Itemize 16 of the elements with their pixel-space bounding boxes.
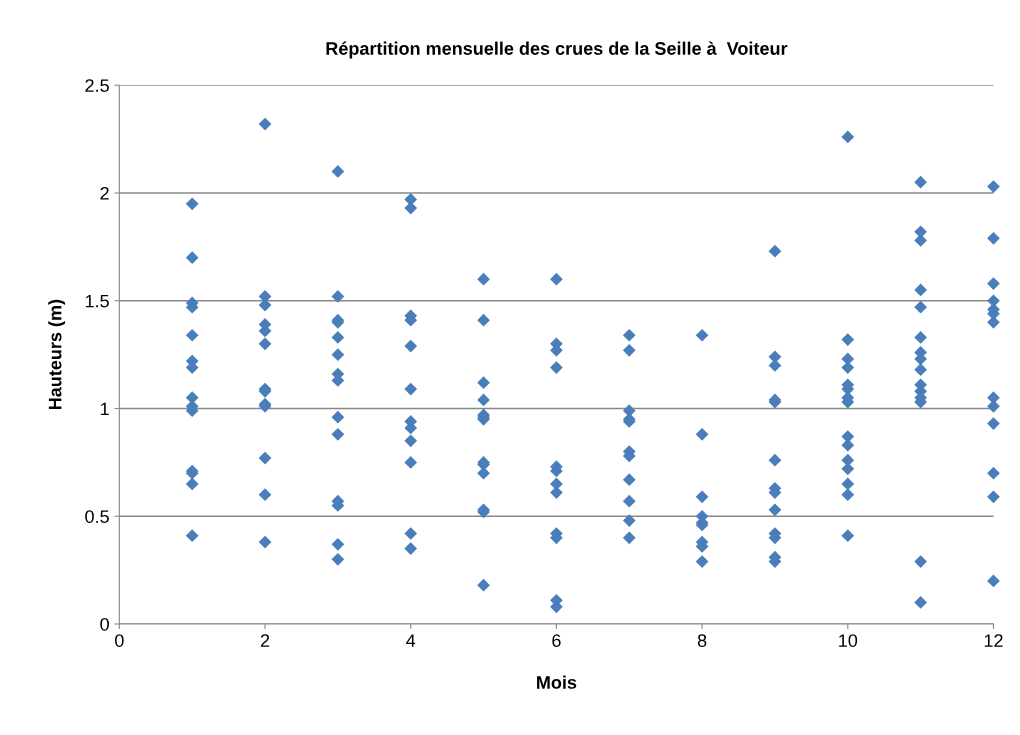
x-tick-label: 0 bbox=[115, 634, 124, 647]
x-tick-label: 4 bbox=[406, 634, 416, 647]
x-tick-label: 2 bbox=[260, 634, 270, 647]
x-axis-title: Mois bbox=[537, 675, 577, 689]
x-tick-label: 8 bbox=[697, 634, 707, 647]
y-axis-title: Hauteurs (m) bbox=[48, 299, 66, 410]
x-tick-label: 12 bbox=[984, 634, 1003, 647]
y-tick-label: 1.5 bbox=[85, 294, 109, 308]
chart-title: Répartition mensuelle des crues de la Seille à Voiteur bbox=[326, 41, 788, 59]
x-tick-label: 6 bbox=[552, 634, 561, 647]
y-tick-label: 2.5 bbox=[85, 79, 109, 92]
y-tick-label: 0.5 bbox=[85, 510, 109, 523]
y-tick-label: 1 bbox=[100, 402, 109, 416]
x-tick-label: 10 bbox=[839, 634, 858, 647]
y-tick-label: 0 bbox=[100, 617, 109, 631]
y-tick-label: 2 bbox=[100, 186, 109, 200]
